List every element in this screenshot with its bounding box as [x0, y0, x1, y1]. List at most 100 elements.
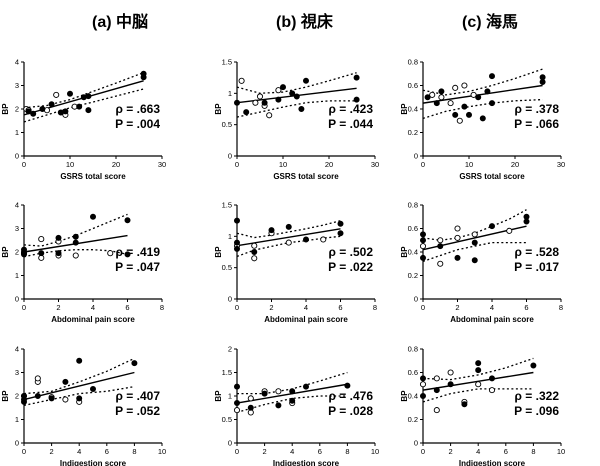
y-tick-label: 0.6 — [408, 224, 418, 233]
column-title-c: (c) 海馬 — [462, 12, 518, 31]
data-point-open — [475, 381, 482, 388]
y-tick-label: 0.2 — [408, 128, 418, 137]
data-point-open — [251, 255, 258, 262]
data-point-filled — [539, 74, 546, 81]
y-tick-label: 0.2 — [408, 271, 418, 280]
x-tick-label: 30 — [158, 160, 166, 169]
data-point-filled — [475, 367, 482, 374]
x-tick-label: 0 — [235, 447, 239, 456]
data-point-filled — [20, 398, 27, 405]
data-point-open — [275, 388, 282, 395]
data-point-filled — [302, 383, 309, 390]
y-tick-label: 0.6 — [408, 368, 418, 377]
y-tick-label: 1.5 — [222, 58, 232, 67]
y-tick-label: 4 — [15, 345, 19, 354]
y-tick-label: 2 — [15, 105, 19, 114]
p-value-label: P = .004 — [115, 117, 160, 131]
x-tick-label: 0 — [421, 303, 425, 312]
data-point-filled — [419, 254, 426, 261]
rho-label: ρ = .528 — [515, 245, 560, 259]
ci-upper-line — [422, 357, 534, 381]
y-tick-label: 1 — [15, 415, 19, 424]
regression-line — [422, 84, 543, 104]
data-point-filled — [261, 99, 268, 106]
x-tick-label: 20 — [511, 160, 519, 169]
data-point-filled — [48, 395, 55, 402]
y-axis-label: BP — [1, 390, 10, 402]
rho-label: ρ = .419 — [116, 245, 161, 259]
data-point-open — [429, 91, 436, 98]
y-axis-label: BP — [1, 103, 10, 115]
rho-label: ρ = .663 — [116, 102, 161, 116]
y-tick-label: 0 — [414, 295, 418, 304]
data-point-filled — [34, 392, 41, 399]
data-point-open — [454, 234, 461, 241]
y-tick-label: 1 — [15, 271, 19, 280]
y-tick-label: 4 — [15, 201, 19, 210]
x-tick-label: 2 — [449, 447, 453, 456]
data-point-filled — [140, 70, 147, 77]
p-value-label: P = .044 — [328, 117, 373, 131]
x-axis-label: Abdominal pain score — [450, 315, 534, 324]
x-tick-label: 0 — [421, 160, 425, 169]
p-value-label: P = .096 — [514, 404, 559, 418]
data-point-filled — [30, 110, 37, 117]
data-point-open — [447, 100, 454, 107]
ci-upper-line — [23, 357, 135, 395]
y-axis-label: BP — [214, 390, 223, 402]
data-point-filled — [452, 111, 459, 118]
y-tick-label: 3 — [15, 368, 19, 377]
x-tick-label: 8 — [559, 303, 563, 312]
x-tick-label: 10 — [557, 447, 565, 456]
x-tick-label: 10 — [66, 160, 74, 169]
data-point-filled — [289, 388, 296, 395]
data-point-filled — [488, 375, 495, 382]
y-tick-label: 0.5 — [222, 415, 232, 424]
data-point-filled — [279, 84, 286, 91]
data-point-filled — [530, 362, 537, 369]
ci-upper-line — [236, 72, 357, 94]
data-point-filled — [302, 77, 309, 84]
data-point-filled — [419, 375, 426, 382]
x-axis-label: Indigestion score — [459, 459, 526, 466]
x-tick-label: 4 — [77, 447, 81, 456]
data-point-filled — [85, 107, 92, 114]
y-axis-label: BP — [214, 103, 223, 115]
x-tick-label: 8 — [132, 447, 136, 456]
data-point-filled — [20, 392, 27, 399]
x-tick-label: 6 — [125, 303, 129, 312]
x-tick-label: 4 — [91, 303, 95, 312]
data-point-filled — [419, 392, 426, 399]
data-point-filled — [475, 360, 482, 367]
data-point-filled — [471, 239, 478, 246]
y-axis-label: BP — [400, 103, 409, 115]
p-value-label: P = .052 — [115, 404, 160, 418]
y-tick-label: 1.5 — [222, 201, 232, 210]
data-point-open — [252, 99, 259, 106]
data-point-filled — [233, 400, 240, 407]
x-tick-label: 0 — [235, 160, 239, 169]
x-tick-label: 2 — [56, 303, 60, 312]
x-tick-label: 6 — [318, 447, 322, 456]
data-point-filled — [275, 96, 282, 103]
x-tick-label: 30 — [371, 160, 379, 169]
data-point-filled — [233, 383, 240, 390]
x-axis-label: Abdominal pain score — [264, 315, 348, 324]
data-point-filled — [124, 251, 131, 258]
ci-lower-line — [422, 388, 534, 403]
data-point-open — [247, 395, 254, 402]
data-point-open — [419, 381, 427, 388]
y-tick-label: 0.5 — [222, 120, 232, 129]
data-point-open — [266, 112, 273, 119]
data-point-filled — [76, 357, 83, 364]
x-tick-label: 0 — [22, 447, 26, 456]
x-tick-label: 10 — [371, 447, 379, 456]
data-point-open — [53, 91, 60, 98]
y-tick-label: 1 — [228, 232, 232, 241]
data-point-open — [256, 93, 264, 100]
p-value-label: P = .028 — [328, 404, 373, 418]
data-point-filled — [461, 401, 468, 408]
data-point-filled — [293, 93, 300, 100]
ci-lower-line — [422, 98, 543, 120]
data-point-open — [233, 407, 241, 414]
